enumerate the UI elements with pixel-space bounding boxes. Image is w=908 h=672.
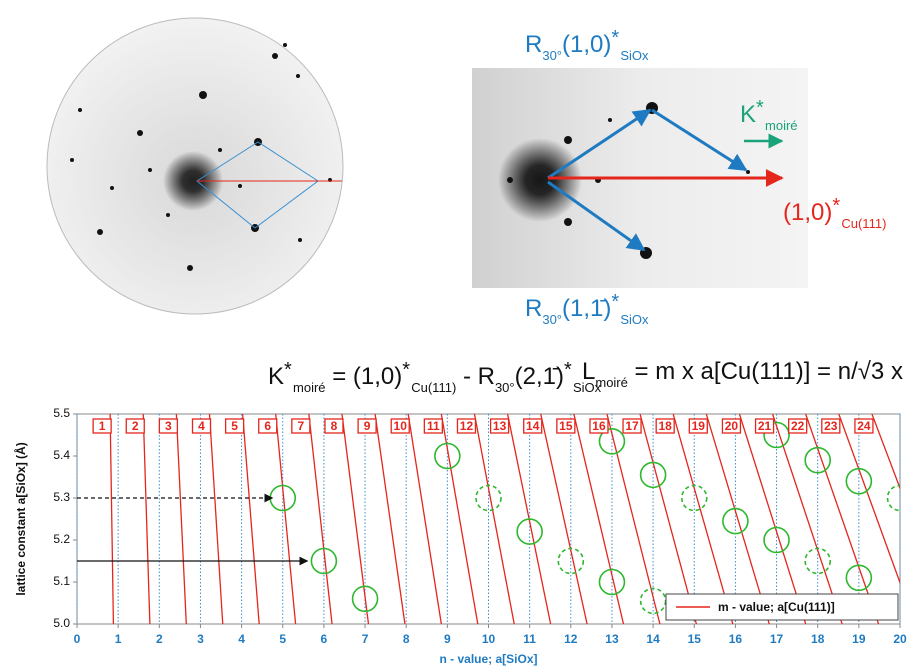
label-part: Cu(111) — [841, 216, 886, 231]
x-tick-label: 11 — [523, 632, 536, 646]
x-tick-label: 2 — [156, 632, 163, 646]
m-label: 22 — [791, 419, 805, 433]
x-tick-label: 8 — [403, 632, 410, 646]
label-part: (2,1̄) — [515, 363, 564, 390]
m-label: 7 — [297, 419, 304, 433]
label-part: (1,0) — [783, 199, 832, 226]
label-part: = m x a[Cu(111)] = n/√3 x a[SiOx] — [628, 358, 908, 385]
m-label: 2 — [132, 419, 139, 433]
x-tick-label: 12 — [564, 632, 578, 646]
m-label: 24 — [857, 419, 871, 433]
label-k-moire: K*moiré — [740, 98, 798, 132]
x-tick-label: 10 — [482, 632, 496, 646]
x-tick-label: 0 — [74, 632, 81, 646]
m-label: 14 — [526, 419, 540, 433]
x-axis-title: n - value; a[SiOx] — [439, 652, 537, 666]
x-tick-label: 19 — [852, 632, 866, 646]
y-tick-label: 5.5 — [53, 406, 70, 420]
m-label: 10 — [394, 419, 408, 433]
label-part: * — [402, 360, 411, 380]
legend-label: m - value; a[Cu(111)] — [718, 600, 835, 614]
y-tick-label: 5.3 — [53, 490, 70, 504]
label-part: * — [611, 28, 620, 48]
label-cu-10: (1,0)*Cu(111) — [783, 196, 886, 230]
label-part: moiré — [293, 380, 326, 395]
label-r30-11: R30°(1,1̄)*SiOx — [525, 292, 649, 326]
label-r30-10: R30°(1,0)*SiOx — [525, 28, 649, 62]
label-part: * — [564, 360, 573, 380]
label-part: * — [284, 360, 293, 380]
x-tick-label: 6 — [321, 632, 328, 646]
x-tick-label: 17 — [770, 632, 784, 646]
label-part: (1,1̄) — [562, 295, 611, 322]
x-tick-label: 16 — [729, 632, 743, 646]
m-label: 20 — [725, 419, 739, 433]
m-label: 5 — [231, 419, 238, 433]
label-part: moiré — [595, 375, 628, 390]
label-part: SiOx — [620, 312, 648, 327]
label-part: R — [525, 31, 542, 58]
label-part: R — [525, 295, 542, 322]
label-part: * — [832, 196, 841, 216]
m-label: 13 — [493, 419, 507, 433]
y-tick-label: 5.4 — [53, 448, 70, 462]
label-part: SiOx — [620, 48, 648, 63]
m-label: 11 — [427, 419, 440, 433]
equation-l: Lmoiré = m x a[Cu(111)] = n/√3 x a[SiOx] — [582, 360, 908, 389]
m-label: 6 — [264, 419, 271, 433]
label-part: * — [756, 98, 765, 118]
x-tick-label: 18 — [811, 632, 825, 646]
x-tick-label: 15 — [688, 632, 702, 646]
m-label: 21 — [758, 419, 772, 433]
m-label: 23 — [824, 419, 838, 433]
m-label: 4 — [198, 419, 205, 433]
label-part: 30° — [542, 48, 562, 63]
y-tick-label: 5.0 — [53, 616, 70, 630]
m-label: 12 — [460, 419, 474, 433]
label-part: (1,0) — [562, 31, 611, 58]
label-part: L — [582, 358, 595, 385]
x-tick-label: 9 — [444, 632, 451, 646]
m-label: 15 — [559, 419, 573, 433]
y-tick-label: 5.2 — [53, 532, 70, 546]
label-part: K — [740, 101, 756, 128]
label-part: - R — [456, 363, 495, 390]
x-tick-label: 20 — [893, 632, 907, 646]
page: 012345678910111213141516171819205.05.15.… — [0, 0, 908, 672]
m-label: 8 — [331, 419, 338, 433]
m-label: 18 — [659, 419, 673, 433]
label-part: moiré — [765, 118, 798, 133]
m-label: 16 — [592, 419, 606, 433]
m-label: 9 — [364, 419, 371, 433]
y-axis-title: lattice constant a[SiOx] (Å) — [13, 442, 28, 595]
x-tick-label: 13 — [605, 632, 619, 646]
m-label: 17 — [625, 419, 639, 433]
y-tick-label: 5.1 — [53, 574, 70, 588]
equation-k: K*moiré = (1,0)*Cu(111) - R30°(2,1̄)*SiO… — [268, 360, 601, 394]
label-part: * — [611, 292, 620, 312]
x-tick-label: 7 — [362, 632, 369, 646]
label-part: K — [268, 363, 284, 390]
x-tick-label: 5 — [279, 632, 286, 646]
x-tick-label: 4 — [238, 632, 245, 646]
x-tick-label: 3 — [197, 632, 204, 646]
x-tick-label: 1 — [115, 632, 122, 646]
label-part: 30° — [495, 380, 515, 395]
m-label: 19 — [692, 419, 706, 433]
m-label: 3 — [165, 419, 172, 433]
label-part: = (1,0) — [326, 363, 403, 390]
leed-pattern-left — [47, 18, 343, 314]
label-part: 30° — [542, 312, 562, 327]
x-tick-label: 14 — [646, 632, 660, 646]
m-label: 1 — [99, 419, 106, 433]
label-part: Cu(111) — [411, 380, 456, 395]
